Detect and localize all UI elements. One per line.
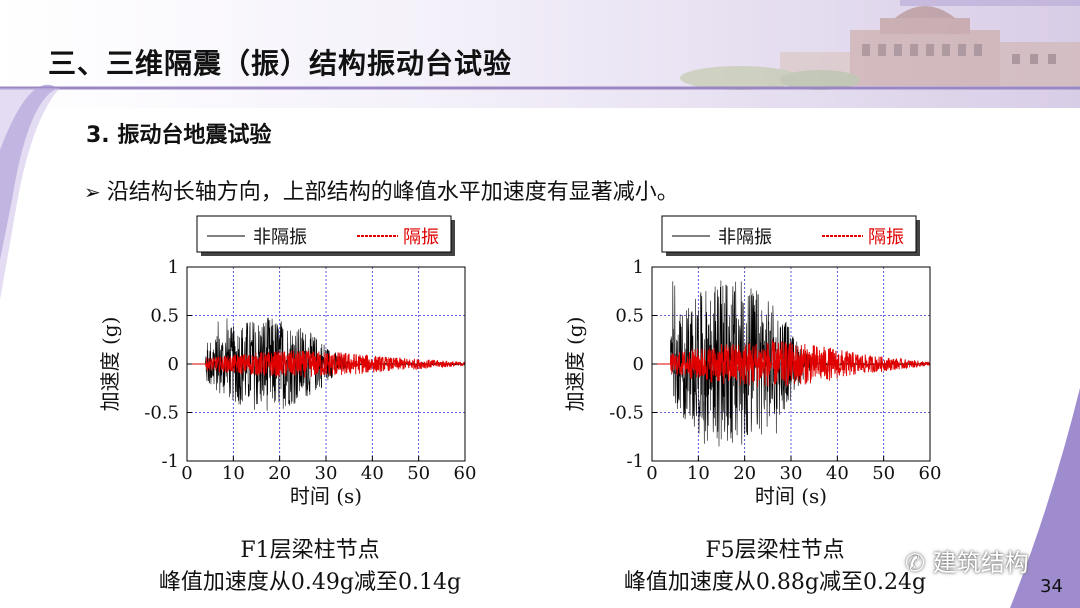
left-swoosh [0, 84, 60, 300]
section-heading: 3. 振动台地震试验 [86, 123, 272, 148]
y-axis-label: 加速度 (g) [563, 317, 587, 412]
watermark: ✆ 建筑结构 [905, 543, 1029, 578]
slide-title: 三、三维隔震（振）结构振动台试验 [48, 47, 513, 80]
right-swoosh [1010, 388, 1080, 608]
bullet-point: ➢ 沿结构长轴方向，上部结构的峰值水平加速度有显著减小。 [84, 174, 679, 206]
y-tick-label: -1 [626, 451, 644, 472]
x-tick-label: 0 [646, 463, 657, 484]
y-tick-label: 0 [168, 354, 179, 375]
arrow-bullet-icon: ➢ [84, 180, 101, 204]
y-tick-label: -0.5 [144, 403, 179, 424]
x-tick-label: 30 [315, 463, 338, 484]
legend-box [196, 215, 452, 253]
x-tick-label: 60 [919, 463, 942, 484]
y-tick-label: 1 [168, 257, 179, 278]
x-tick-label: 60 [454, 463, 477, 484]
y-tick-label: 0.5 [150, 306, 179, 327]
caption-f5-title: F5层梁柱节点 [705, 538, 845, 563]
y-tick-label: 0.5 [615, 306, 644, 327]
legend-box [661, 215, 917, 253]
x-axis-label: 时间 (s) [290, 484, 362, 508]
legend-label-non-isolated: 非隔振 [253, 227, 307, 248]
x-tick-label: 30 [780, 463, 803, 484]
watermark-text: 建筑结构 [932, 549, 1029, 577]
legend-label-non-isolated: 非隔振 [718, 227, 772, 248]
slide-header: 三、三维隔震（振）结构振动台试验 [0, 0, 1080, 108]
x-tick-label: 50 [872, 463, 895, 484]
x-tick-label: 0 [181, 463, 192, 484]
axes: 0 10 20 30 40 50 60 1 0.5 0 -0.5 -1 时间 (s) 加速度 (g) [563, 257, 941, 508]
y-tick-label: 0 [633, 354, 644, 375]
header-decoration [0, 0, 1080, 90]
y-tick-label: -0.5 [609, 403, 644, 424]
caption-f1-title: F1层梁柱节点 [240, 538, 380, 563]
legend-label-isolated: 隔振 [403, 227, 439, 248]
chart-f5: 非隔振 隔振 0 10 20 30 40 50 60 1 0.5 0 -0.5 -1 时间 (s) 加速度 (… [563, 215, 941, 508]
axes: 0 10 20 30 40 50 60 1 0.5 0 -0.5 -1 时间 (s) 加速度 (g) [98, 257, 476, 508]
x-tick-label: 40 [826, 463, 849, 484]
wechat-icon: ✆ [905, 549, 926, 577]
caption-f5-peak: 峰值加速度从0.88g减至0.24g [623, 570, 927, 595]
x-axis-label: 时间 (s) [755, 484, 827, 508]
x-tick-label: 20 [268, 463, 291, 484]
x-tick-label: 10 [687, 463, 710, 484]
caption-f5: F5层梁柱节点 峰值加速度从0.88g减至0.24g [575, 532, 975, 596]
x-tick-label: 40 [361, 463, 384, 484]
x-tick-label: 50 [407, 463, 430, 484]
legend-label-isolated: 隔振 [868, 227, 904, 248]
caption-f1: F1层梁柱节点 峰值加速度从0.49g减至0.14g [110, 532, 510, 596]
chart-f1: 非隔振 隔振 0 10 20 30 40 50 60 1 0.5 0 -0.5 -1 时间 (s) 加速度 (… [98, 215, 476, 508]
caption-f1-peak: 峰值加速度从0.49g减至0.14g [158, 570, 462, 595]
chart-legend: 非隔振 隔振 [196, 215, 455, 256]
page-number: 34 [1040, 576, 1063, 597]
x-tick-label: 10 [222, 463, 245, 484]
chart-legend: 非隔振 隔振 [661, 215, 920, 256]
y-axis-label: 加速度 (g) [98, 317, 122, 412]
y-tick-label: 1 [633, 257, 644, 278]
series-isolated [187, 350, 465, 378]
series-isolated [652, 339, 931, 387]
bullet-text: 沿结构长轴方向，上部结构的峰值水平加速度有显著减小。 [106, 180, 679, 205]
y-tick-label: -1 [161, 451, 179, 472]
x-tick-label: 20 [733, 463, 756, 484]
